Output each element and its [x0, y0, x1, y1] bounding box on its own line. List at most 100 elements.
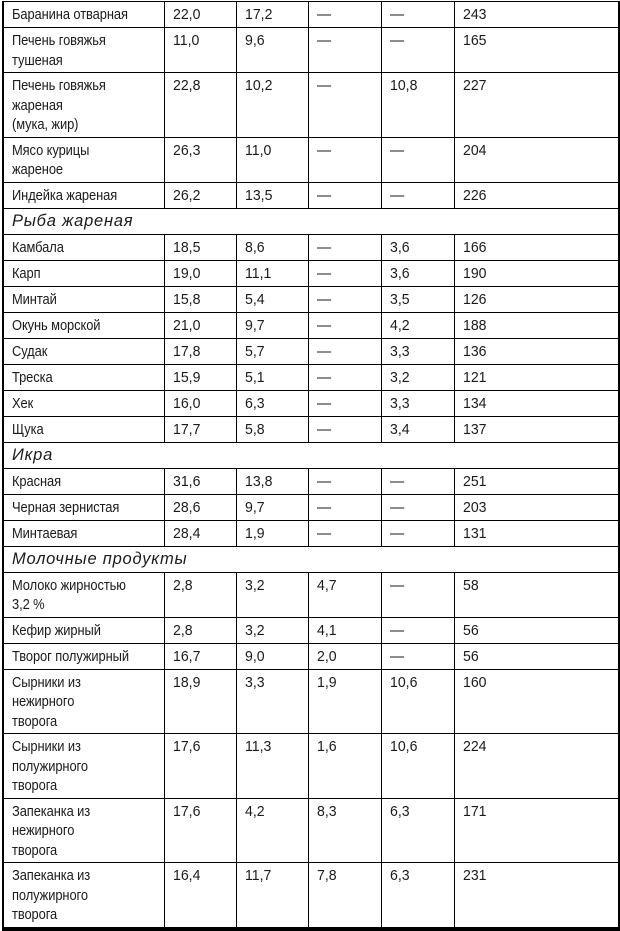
value-1: 28,4	[172, 524, 200, 542]
product-name: Запеканка из нежирного творога	[12, 802, 91, 859]
value-cell-5: 188	[453, 311, 620, 339]
value-cell-3: 1,9	[307, 668, 382, 734]
product-name-cell: Камбала	[2, 233, 165, 261]
value-cell-2: 9,0	[235, 642, 309, 670]
value-2: 11,7	[244, 867, 271, 884]
value-cell-1: 2,8	[163, 616, 237, 644]
value-cell-4: —	[380, 1, 455, 28]
value-3: —	[316, 141, 331, 159]
product-name-cell: Печень говяжья тушеная	[2, 27, 165, 73]
value-cell-1: 22,8	[163, 72, 237, 138]
value-cell-5: 190	[453, 259, 620, 287]
value-cell-3: —	[307, 72, 382, 138]
value-1: 2,8	[172, 621, 193, 639]
product-name: Треска	[12, 368, 53, 386]
table-row: Минтаевая 28,4 1,9 — — 131	[2, 519, 620, 547]
value-3: 4,7	[316, 576, 337, 594]
value-cell-4: —	[380, 642, 455, 670]
value-cell-2: 13,5	[235, 181, 309, 209]
value-cell-5: 126	[453, 285, 620, 313]
value-cell-5: 231	[453, 862, 620, 929]
value-2: 8,6	[244, 238, 265, 256]
product-name: Минтаевая	[12, 524, 78, 542]
value-3: —	[316, 238, 331, 256]
value-1: 22,0	[172, 6, 200, 23]
value-cell-2: 8,6	[235, 233, 309, 261]
value-cell-4: 10,8	[380, 72, 455, 138]
value-cell-5: 134	[453, 389, 620, 417]
value-cell-2: 5,7	[235, 337, 309, 365]
product-name-cell: Творог полужирный	[2, 642, 165, 670]
value-4: —	[389, 621, 404, 639]
value-2: 11,1	[244, 264, 271, 282]
value-cell-3: 8,3	[307, 797, 382, 863]
section-title-cell: Молочные продукты	[2, 545, 620, 573]
value-cell-5: 56	[453, 642, 620, 670]
value-cell-1: 11,0	[163, 27, 237, 73]
value-4: 6,3	[389, 867, 410, 884]
value-3: —	[316, 186, 331, 204]
product-name-cell: Черная зернистая	[2, 493, 165, 521]
value-5: 126	[462, 290, 487, 308]
product-name: Окунь морской	[12, 316, 101, 334]
value-cell-5: 243	[453, 1, 620, 28]
value-1: 16,4	[172, 867, 200, 884]
value-2: 5,8	[244, 420, 265, 438]
product-name: Мясо курицы жареное	[12, 141, 90, 179]
value-cell-2: 17,2	[235, 1, 309, 28]
value-cell-2: 9,6	[235, 27, 309, 73]
value-5: 224	[462, 738, 487, 755]
product-name: Хек	[12, 394, 34, 412]
value-5: 160	[462, 673, 487, 691]
value-cell-4: 3,2	[380, 363, 455, 391]
value-cell-3: —	[307, 337, 382, 365]
value-2: 6,3	[244, 394, 265, 412]
value-cell-1: 16,4	[163, 862, 237, 929]
value-3: 4,1	[316, 621, 337, 639]
value-3: —	[316, 342, 331, 360]
value-5: 56	[462, 647, 479, 665]
value-1: 17,7	[172, 420, 200, 438]
value-cell-1: 18,5	[163, 233, 237, 261]
value-3: —	[316, 6, 331, 23]
value-cell-4: —	[380, 181, 455, 209]
product-name-cell: Печень говяжья жареная (мука, жир)	[2, 72, 165, 138]
value-2: 9,7	[244, 316, 265, 334]
table-row: Камбала 18,5 8,6 — 3,6 166	[2, 233, 620, 261]
product-name: Сырники из полужирного творога	[12, 738, 88, 794]
value-5: 203	[462, 498, 487, 516]
value-2: 5,7	[244, 342, 265, 360]
value-5: 226	[462, 186, 487, 204]
product-name-cell: Мясо курицы жареное	[2, 136, 165, 183]
value-1: 22,8	[172, 77, 200, 94]
value-2: 3,3	[244, 673, 265, 691]
value-cell-5: 56	[453, 616, 620, 644]
value-cell-3: —	[307, 519, 382, 547]
value-cell-1: 28,6	[163, 493, 237, 521]
value-cell-2: 11,1	[235, 259, 309, 287]
section-header-row: Рыба жареная	[2, 207, 620, 235]
table-row: Окунь морской 21,0 9,7 — 4,2 188	[2, 311, 620, 339]
value-cell-2: 10,2	[235, 72, 309, 138]
product-name: Кефир жирный	[12, 621, 101, 639]
value-cell-3: —	[307, 311, 382, 339]
value-3: —	[316, 394, 331, 412]
value-cell-1: 22,0	[163, 1, 237, 28]
value-1: 16,7	[172, 647, 200, 665]
value-3: —	[316, 264, 331, 282]
section-title: Рыба жареная	[12, 210, 134, 230]
value-5: 131	[462, 524, 487, 542]
table-row: Мясо курицы жареное 26,3 11,0 — — 204	[2, 136, 620, 183]
section-title-cell: Икра	[2, 441, 620, 469]
table-row: Щука 17,7 5,8 — 3,4 137	[2, 415, 620, 443]
value-cell-2: 9,7	[235, 311, 309, 339]
value-cell-4: —	[380, 136, 455, 183]
value-cell-1: 17,6	[163, 797, 237, 863]
product-name-cell: Молоко жирностью 3,2 %	[2, 571, 165, 618]
value-cell-2: 5,1	[235, 363, 309, 391]
product-name: Индейка жареная	[12, 186, 118, 204]
value-3: 2,0	[316, 647, 337, 665]
value-1: 19,0	[172, 264, 200, 282]
value-cell-4: 3,6	[380, 259, 455, 287]
